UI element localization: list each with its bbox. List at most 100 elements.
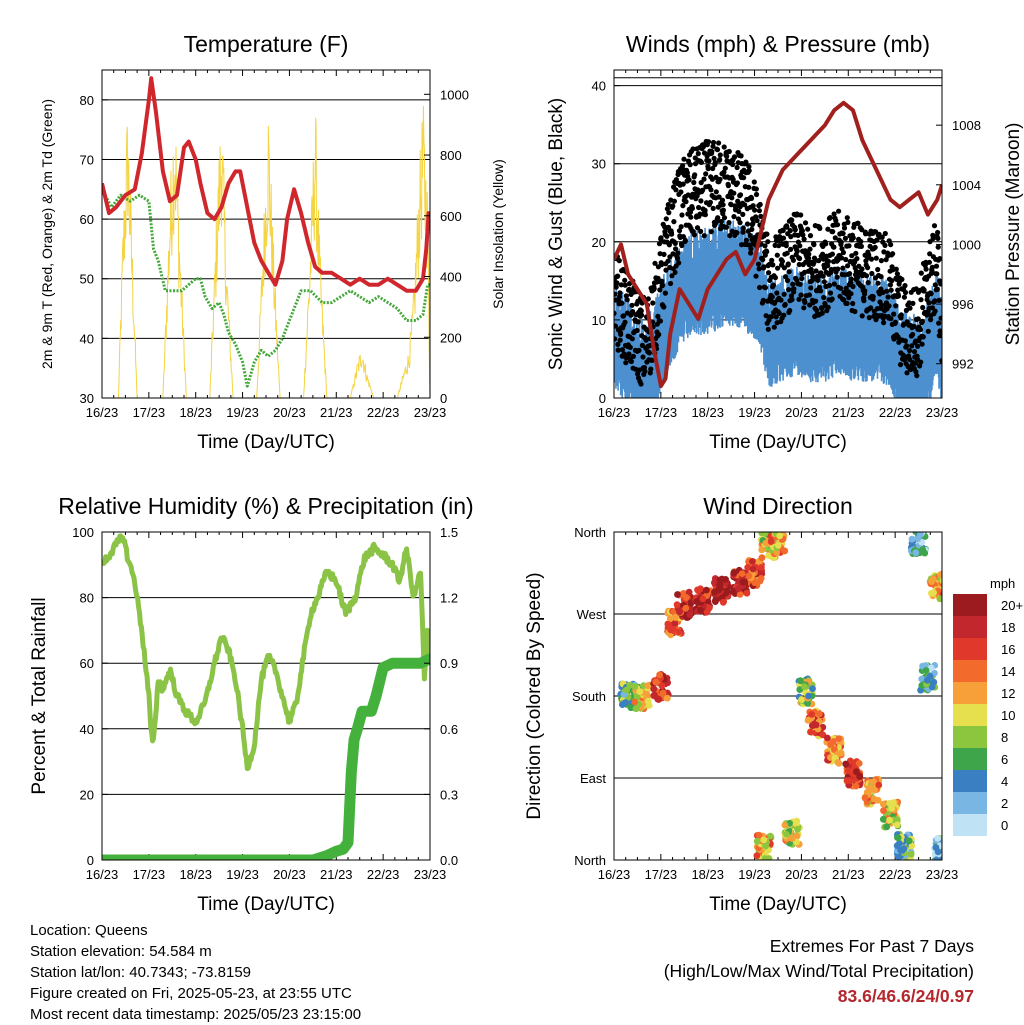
x-axis-label: Time (Day/UTC) — [197, 432, 335, 453]
winds-pressure-panel: Winds (mph) & Pressure (mb) 16/23 17/23 18/… — [546, 31, 1024, 453]
direction-point — [856, 773, 864, 780]
gust-point — [659, 278, 665, 284]
direction-point — [756, 577, 764, 585]
gust-point — [820, 273, 826, 279]
direction-point — [938, 856, 942, 860]
direction-point — [711, 588, 718, 596]
gust-point — [919, 341, 925, 347]
gust-point — [638, 381, 644, 387]
direction-point — [682, 604, 690, 612]
gust-point — [649, 357, 655, 363]
gust-point — [627, 344, 633, 350]
x-tick-label: 22/23 — [879, 405, 912, 420]
gust-point — [848, 291, 854, 297]
gust-point — [737, 220, 743, 226]
gust-point — [669, 273, 675, 279]
direction-point — [900, 845, 908, 853]
gust-point — [657, 318, 664, 324]
gust-point — [624, 297, 630, 303]
gust-point — [664, 233, 670, 239]
x-tick-label: 19/23 — [226, 867, 259, 882]
gust-point — [697, 211, 703, 217]
gust-point — [817, 225, 823, 231]
gust-point — [927, 251, 933, 257]
direction-point — [758, 546, 766, 554]
gust-point — [902, 289, 909, 296]
gust-point — [774, 290, 780, 296]
y-tick-label: 0 — [87, 853, 94, 868]
gust-point — [840, 249, 847, 256]
gust-point — [717, 157, 723, 163]
gust-point — [805, 226, 811, 232]
direction-point — [893, 842, 901, 850]
direction-point — [827, 741, 834, 748]
direction-point — [703, 608, 711, 616]
x-tick-label: 18/23 — [179, 405, 212, 420]
gust-point — [827, 290, 834, 296]
gust-point — [933, 263, 940, 269]
gust-point — [660, 282, 666, 288]
gust-point — [726, 220, 732, 226]
gust-point — [657, 251, 663, 257]
gust-point — [753, 191, 760, 198]
direction-point — [922, 667, 930, 674]
pressure-line — [614, 100, 942, 389]
gust-point — [806, 292, 813, 298]
gust-point — [879, 302, 885, 308]
gust-point — [898, 312, 904, 318]
gust-point — [619, 347, 626, 353]
gust-point — [645, 296, 651, 302]
gust-point — [752, 207, 758, 213]
gust-point — [715, 215, 721, 221]
y-tick-label: 40 — [80, 331, 94, 346]
colorbar-label: 10 — [1001, 708, 1015, 723]
x-tick-label: 19/23 — [226, 405, 259, 420]
direction-point — [765, 855, 773, 860]
gust-point — [630, 353, 637, 359]
gust-point — [716, 140, 722, 146]
gust-point — [936, 320, 942, 326]
gust-point — [741, 175, 747, 181]
gust-point — [713, 189, 719, 195]
gust-point — [623, 360, 629, 366]
gust-point — [732, 154, 738, 160]
y2-tick-label: 0.9 — [440, 656, 458, 671]
y-tick-label: 40 — [592, 79, 606, 94]
direction-point — [753, 852, 761, 860]
gust-point — [647, 370, 653, 376]
gust-point — [740, 211, 746, 217]
gust-point — [746, 164, 752, 170]
gust-point — [820, 251, 826, 257]
direction-point — [674, 591, 681, 598]
gust-point — [689, 205, 696, 211]
gust-point — [802, 299, 808, 305]
y-tick-label: North — [574, 525, 606, 540]
gust-point — [889, 278, 895, 284]
gust-point — [858, 238, 864, 245]
gust-point — [698, 180, 704, 186]
y-tick-label: 70 — [80, 152, 94, 167]
gust-point — [666, 210, 672, 216]
y2-tick-label: 0.0 — [440, 853, 458, 868]
direction-point — [774, 542, 782, 549]
gust-point — [762, 285, 769, 291]
direction-point — [837, 749, 845, 757]
direction-point — [812, 721, 820, 729]
gust-point — [791, 286, 797, 292]
gust-point — [831, 211, 837, 217]
gust-point — [782, 301, 788, 308]
y-tick-label: East — [580, 771, 606, 786]
gust-point — [698, 228, 704, 234]
gust-point — [779, 258, 786, 264]
direction-point — [736, 590, 744, 598]
gust-point — [849, 253, 855, 259]
temperature-line — [102, 76, 430, 293]
direction-point — [685, 588, 693, 596]
gust-point — [897, 362, 904, 368]
plot-area — [617, 532, 942, 860]
direction-point — [934, 835, 942, 842]
gust-point — [705, 139, 712, 145]
gust-point — [872, 244, 878, 250]
gust-point — [721, 144, 727, 150]
direction-point — [741, 578, 749, 586]
